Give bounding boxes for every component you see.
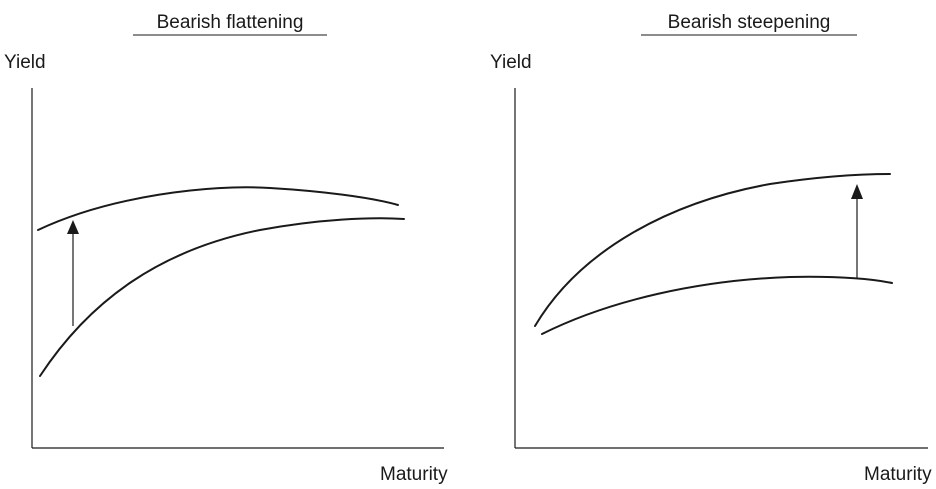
shifted-yield-curve — [37, 186, 399, 231]
arrow-up-icon — [67, 220, 79, 234]
shifted-yield-curve — [534, 173, 891, 327]
y-axis-label: Yield — [4, 52, 46, 73]
panel-bearish-steepening: Bearish steepening Yield Maturity — [490, 12, 932, 485]
arrow-up-icon — [851, 184, 863, 199]
upward-shift-arrow — [851, 184, 863, 278]
x-axis-label: Maturity — [380, 464, 448, 485]
x-axis-label: Maturity — [864, 464, 932, 485]
y-axis-label: Yield — [490, 52, 532, 73]
upward-shift-arrow — [67, 220, 79, 326]
initial-yield-curve — [541, 275, 893, 335]
panel-title: Bearish steepening — [668, 12, 831, 33]
initial-yield-curve — [39, 217, 405, 377]
panel-title: Bearish flattening — [157, 12, 304, 33]
panel-bearish-flattening: Bearish flattening Yield Maturity — [4, 12, 448, 485]
